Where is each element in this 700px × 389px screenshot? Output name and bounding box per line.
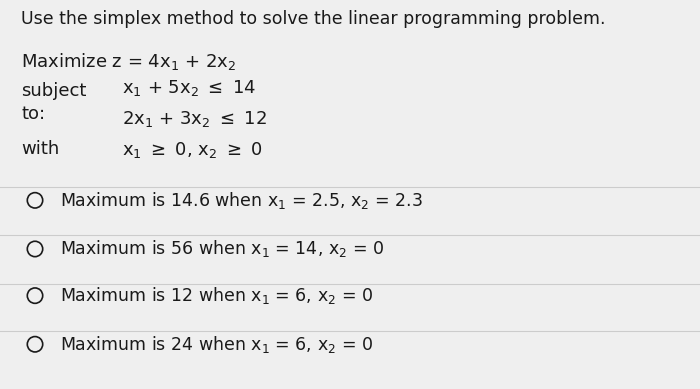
Text: subject: subject	[21, 82, 86, 100]
Text: Maximum is 14.6 when x$_1$ = 2.5, x$_2$ = 2.3: Maximum is 14.6 when x$_1$ = 2.5, x$_2$ …	[60, 190, 422, 211]
Text: Maximize z = 4x$_1$ + 2x$_2$: Maximize z = 4x$_1$ + 2x$_2$	[21, 51, 237, 72]
Text: Use the simplex method to solve the linear programming problem.: Use the simplex method to solve the line…	[21, 10, 606, 28]
Text: 2x$_1$ + 3x$_2$ $\leq$ 12: 2x$_1$ + 3x$_2$ $\leq$ 12	[122, 109, 267, 129]
Text: to:: to:	[21, 105, 45, 123]
Text: Maximum is 24 when x$_1$ = 6, x$_2$ = 0: Maximum is 24 when x$_1$ = 6, x$_2$ = 0	[60, 334, 372, 355]
Text: x$_1$ $\geq$ 0, x$_2$ $\geq$ 0: x$_1$ $\geq$ 0, x$_2$ $\geq$ 0	[122, 140, 263, 160]
Text: Maximum is 56 when x$_1$ = 14, x$_2$ = 0: Maximum is 56 when x$_1$ = 14, x$_2$ = 0	[60, 238, 384, 259]
Text: with: with	[21, 140, 60, 158]
Text: x$_1$ + 5x$_2$ $\leq$ 14: x$_1$ + 5x$_2$ $\leq$ 14	[122, 78, 257, 98]
Text: Maximum is 12 when x$_1$ = 6, x$_2$ = 0: Maximum is 12 when x$_1$ = 6, x$_2$ = 0	[60, 285, 372, 306]
